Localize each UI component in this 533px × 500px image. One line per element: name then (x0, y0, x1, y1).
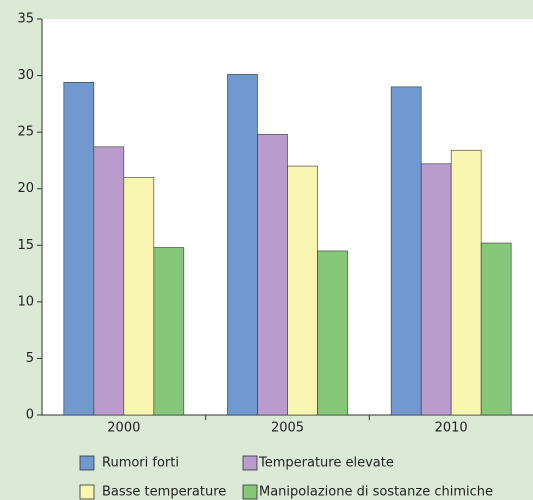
y-tick-label: 20 (17, 181, 34, 196)
bar (450, 149, 482, 416)
bar (287, 165, 318, 416)
y-tick-label: 10 (17, 294, 34, 309)
x-tick-label: 2000 (107, 421, 140, 436)
legend-label: Temperature elevate (258, 456, 394, 471)
y-tick-label: 0 (26, 408, 34, 423)
bar (480, 242, 512, 416)
y-tick-label: 5 (26, 351, 34, 366)
y-tick-label: 35 (17, 12, 34, 27)
bar (227, 74, 258, 416)
bar (390, 86, 422, 416)
y-tick-label: 15 (17, 238, 34, 253)
legend-label: Manipolazione di sostanze chimiche (259, 485, 493, 500)
bar (123, 177, 155, 416)
y-tick-label: 25 (17, 125, 34, 140)
legend-swatch (79, 484, 95, 500)
bar (420, 163, 452, 416)
bar (153, 247, 185, 416)
bar (317, 250, 348, 416)
bar (93, 146, 125, 416)
legend-label: Basse temperature (102, 485, 226, 500)
bar (257, 134, 288, 416)
bar (63, 82, 95, 416)
legend-swatch (242, 455, 258, 471)
x-tick-label: 2010 (435, 421, 468, 436)
legend-label: Rumori forti (102, 456, 179, 471)
legend-swatch (242, 484, 258, 500)
legend-swatch (79, 455, 95, 471)
x-tick-label: 2005 (271, 421, 304, 436)
y-tick-label: 30 (17, 68, 34, 83)
